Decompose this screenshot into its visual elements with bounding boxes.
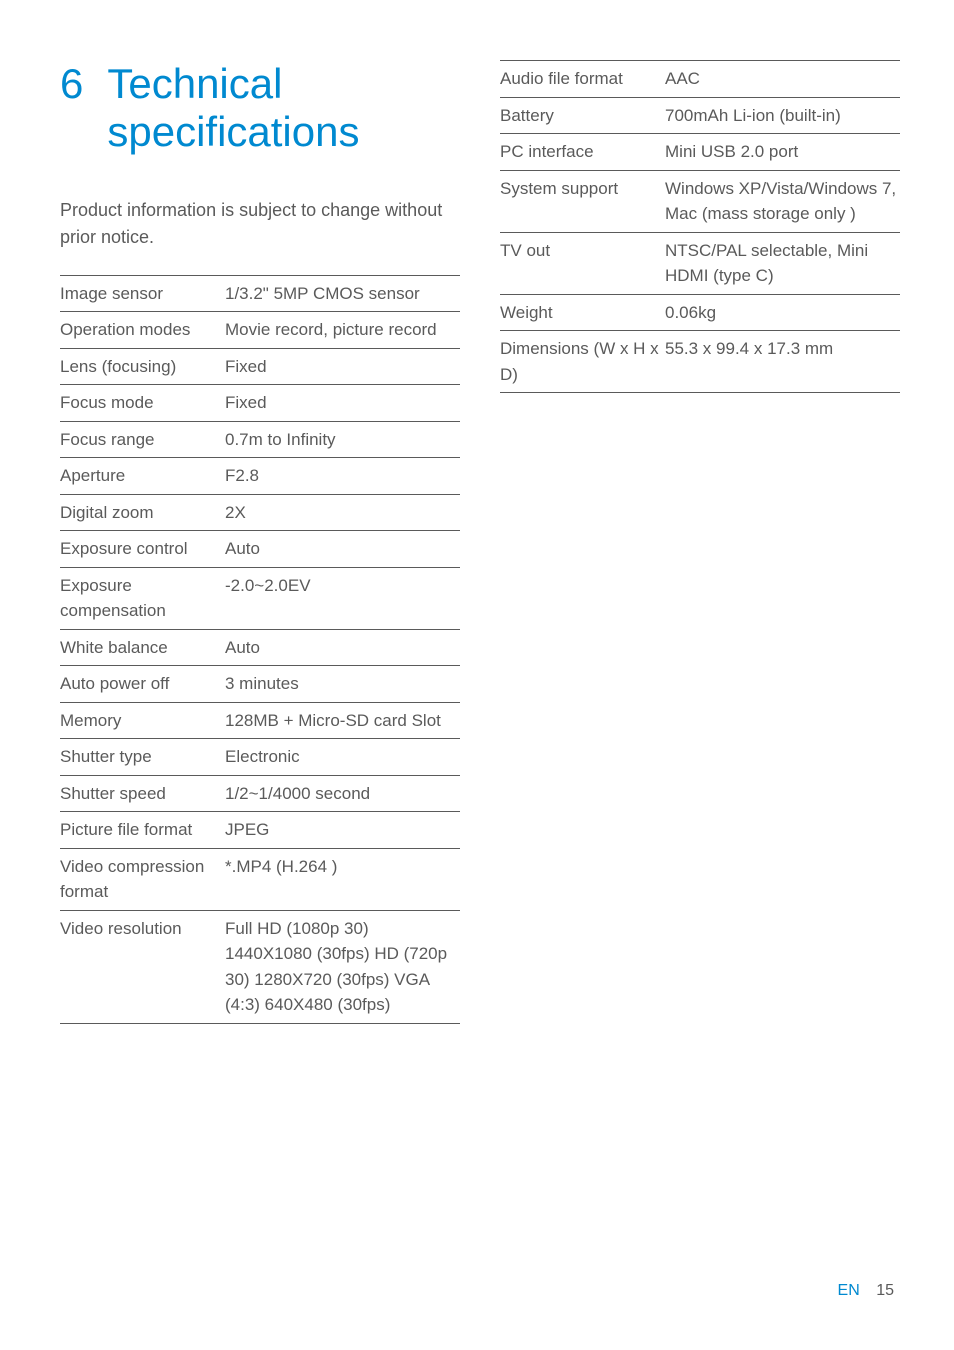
spec-label: Shutter type	[60, 739, 225, 776]
spec-label: Memory	[60, 702, 225, 739]
spec-value: JPEG	[225, 812, 460, 849]
table-row: Exposure compensation-2.0~2.0EV	[60, 567, 460, 629]
spec-label: Exposure compensation	[60, 567, 225, 629]
table-row: White balanceAuto	[60, 629, 460, 666]
spec-label: TV out	[500, 232, 665, 294]
spec-label: System support	[500, 170, 665, 232]
spec-label: Dimensions (W x H x D)	[500, 331, 665, 393]
spec-label: Focus mode	[60, 385, 225, 422]
table-row: Auto power off3 minutes	[60, 666, 460, 703]
table-row: Shutter speed1/2~1/4000 second	[60, 775, 460, 812]
section-heading: 6 Technical specifications	[60, 60, 460, 157]
table-row: Dimensions (W x H x D)55.3 x 99.4 x 17.3…	[500, 331, 900, 393]
table-row: Lens (focusing)Fixed	[60, 348, 460, 385]
table-row: PC interfaceMini USB 2.0 port	[500, 134, 900, 171]
spec-value: Fixed	[225, 348, 460, 385]
table-row: Video compression format*.MP4 (H.264 )	[60, 848, 460, 910]
spec-label: Video compression format	[60, 848, 225, 910]
heading-number: 6	[60, 60, 83, 108]
footer-page: 15	[876, 1282, 894, 1299]
intro-text: Product information is subject to change…	[60, 197, 460, 251]
spec-value: Movie record, picture record	[225, 312, 460, 349]
table-row: Memory128MB + Micro-SD card Slot	[60, 702, 460, 739]
footer-lang: EN	[838, 1282, 860, 1299]
spec-value: Auto	[225, 629, 460, 666]
spec-value: 0.7m to Infinity	[225, 421, 460, 458]
spec-value: 700mAh Li-ion (built-in)	[665, 97, 900, 134]
table-row: Video resolutionFull HD (1080p 30) 1440X…	[60, 910, 460, 1023]
table-row: Focus range0.7m to Infinity	[60, 421, 460, 458]
spec-label: Weight	[500, 294, 665, 331]
table-row: Shutter typeElectronic	[60, 739, 460, 776]
table-row: Weight0.06kg	[500, 294, 900, 331]
table-row: TV outNTSC/PAL selectable, Mini HDMI (ty…	[500, 232, 900, 294]
spec-value: Mini USB 2.0 port	[665, 134, 900, 171]
spec-label: PC interface	[500, 134, 665, 171]
spec-value: 128MB + Micro-SD card Slot	[225, 702, 460, 739]
heading-title: Technical specifications	[107, 60, 460, 157]
spec-value: 3 minutes	[225, 666, 460, 703]
spec-label: Aperture	[60, 458, 225, 495]
table-row: ApertureF2.8	[60, 458, 460, 495]
spec-value: Fixed	[225, 385, 460, 422]
spec-label: Audio file format	[500, 61, 665, 98]
spec-label: Digital zoom	[60, 494, 225, 531]
spec-label: Battery	[500, 97, 665, 134]
spec-value: 55.3 x 99.4 x 17.3 mm	[665, 331, 900, 393]
spec-value: 0.06kg	[665, 294, 900, 331]
spec-value: Full HD (1080p 30) 1440X1080 (30fps) HD …	[225, 910, 460, 1023]
spec-table-right: Audio file formatAACBattery700mAh Li-ion…	[500, 60, 900, 393]
spec-value: -2.0~2.0EV	[225, 567, 460, 629]
spec-label: Video resolution	[60, 910, 225, 1023]
table-row: Battery700mAh Li-ion (built-in)	[500, 97, 900, 134]
spec-label: Picture file format	[60, 812, 225, 849]
spec-value: Auto	[225, 531, 460, 568]
spec-label: Operation modes	[60, 312, 225, 349]
spec-value: Electronic	[225, 739, 460, 776]
table-row: Audio file formatAAC	[500, 61, 900, 98]
left-column: 6 Technical specifications Product infor…	[60, 60, 460, 1024]
spec-value: Windows XP/Vista/Windows 7, Mac (mass st…	[665, 170, 900, 232]
table-row: Picture file formatJPEG	[60, 812, 460, 849]
spec-value: F2.8	[225, 458, 460, 495]
spec-label: Auto power off	[60, 666, 225, 703]
page-footer: EN 15	[838, 1282, 894, 1300]
spec-value: NTSC/PAL selectable, Mini HDMI (type C)	[665, 232, 900, 294]
table-row: Operation modesMovie record, picture rec…	[60, 312, 460, 349]
spec-value: 2X	[225, 494, 460, 531]
spec-label: Image sensor	[60, 275, 225, 312]
spec-value: AAC	[665, 61, 900, 98]
spec-value: 1/2~1/4000 second	[225, 775, 460, 812]
table-row: Focus modeFixed	[60, 385, 460, 422]
spec-value: *.MP4 (H.264 )	[225, 848, 460, 910]
table-row: Image sensor1/3.2" 5MP CMOS sensor	[60, 275, 460, 312]
spec-label: Shutter speed	[60, 775, 225, 812]
table-row: System supportWindows XP/Vista/Windows 7…	[500, 170, 900, 232]
spec-label: Focus range	[60, 421, 225, 458]
spec-label: Exposure control	[60, 531, 225, 568]
table-row: Exposure controlAuto	[60, 531, 460, 568]
spec-table-left: Image sensor1/3.2" 5MP CMOS sensorOperat…	[60, 275, 460, 1024]
table-row: Digital zoom2X	[60, 494, 460, 531]
right-column: Audio file formatAACBattery700mAh Li-ion…	[500, 60, 900, 1024]
spec-label: Lens (focusing)	[60, 348, 225, 385]
spec-label: White balance	[60, 629, 225, 666]
spec-value: 1/3.2" 5MP CMOS sensor	[225, 275, 460, 312]
